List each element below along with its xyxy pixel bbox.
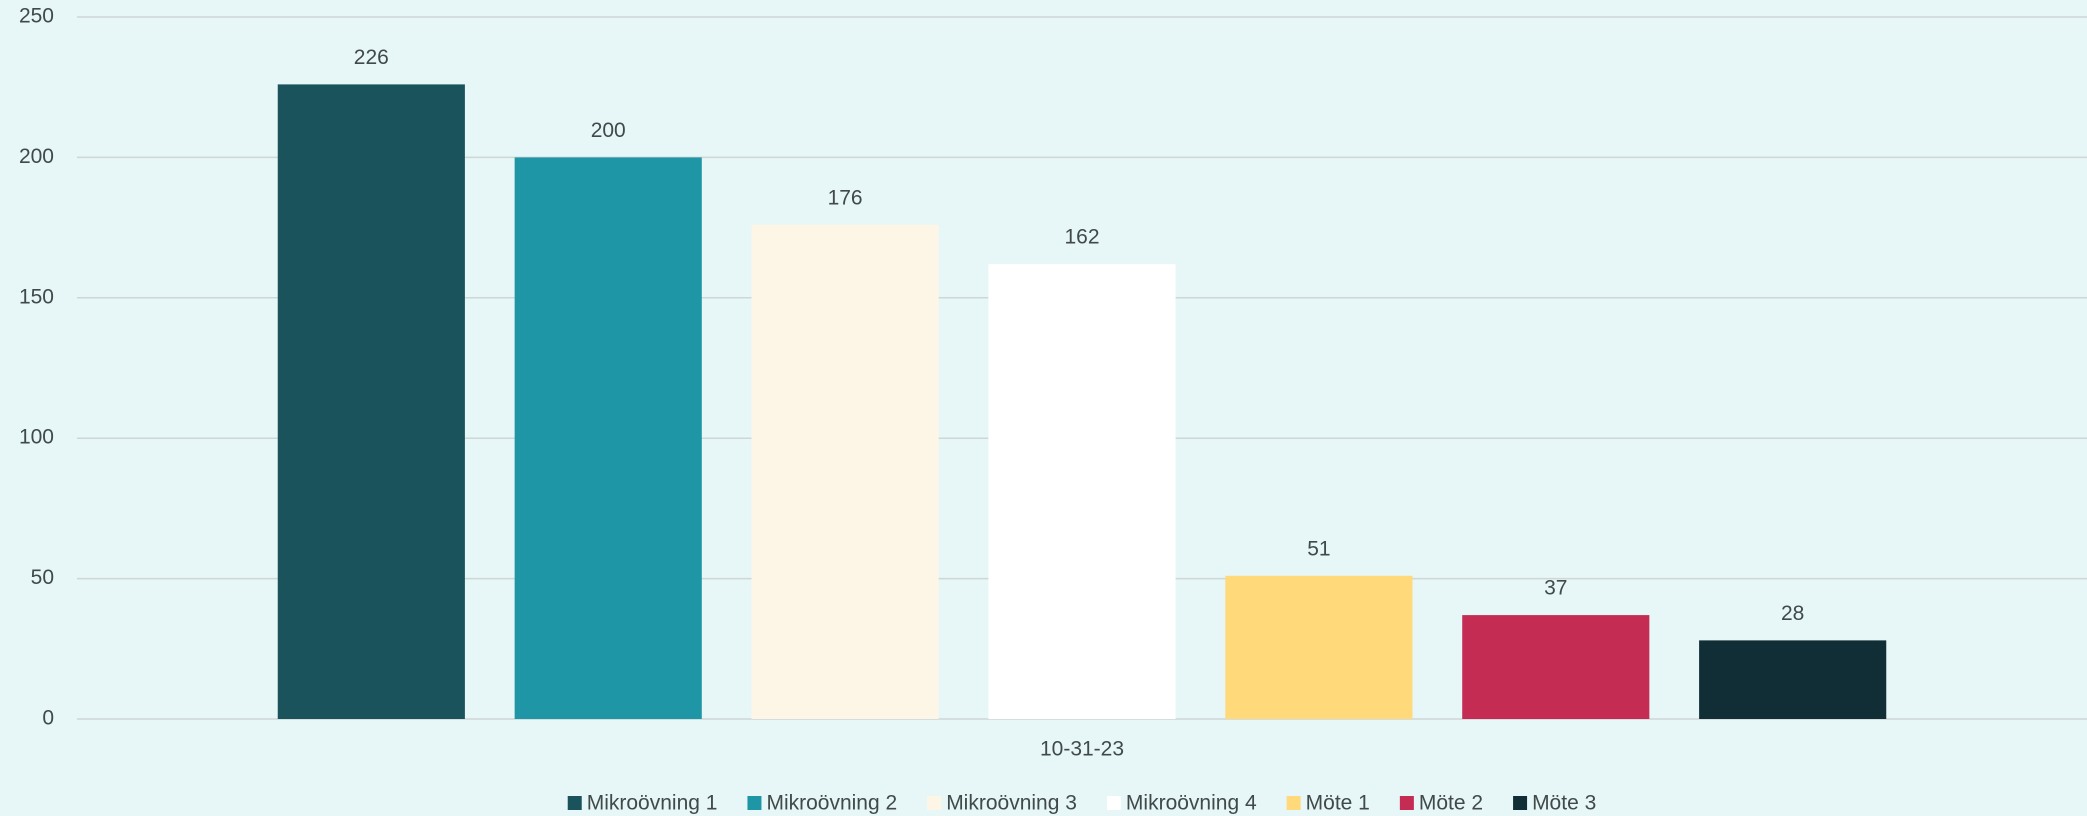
legend-label: Möte 2 <box>1419 792 1483 815</box>
bar <box>1699 640 1887 719</box>
legend-swatch <box>1106 796 1121 810</box>
data-label: 176 <box>828 186 863 209</box>
bar <box>1225 575 1413 719</box>
legend-swatch <box>927 796 942 810</box>
legend-swatch <box>1399 796 1414 810</box>
y-tick-label: 150 <box>19 285 54 308</box>
legend-swatch <box>1286 796 1301 810</box>
bar <box>988 264 1176 719</box>
y-tick-label: 200 <box>19 145 54 168</box>
legend-label: Mikroövning 2 <box>766 792 897 815</box>
y-tick-label: 100 <box>19 426 54 449</box>
legend-label: Mikroövning 3 <box>946 792 1077 815</box>
legend-swatch <box>567 796 582 810</box>
data-label: 28 <box>1781 602 1804 625</box>
data-label: 37 <box>1544 577 1567 600</box>
data-label: 162 <box>1064 226 1099 249</box>
y-tick-label: 0 <box>42 707 54 730</box>
data-label: 226 <box>354 46 389 69</box>
x-tick-label: 10-31-23 <box>1040 738 1124 761</box>
legend-label: Möte 3 <box>1532 792 1596 815</box>
bar <box>277 84 465 720</box>
data-label: 200 <box>591 119 626 142</box>
legend-label: Möte 1 <box>1306 792 1370 815</box>
y-tick-label: 250 <box>19 5 54 28</box>
y-tick-label: 50 <box>31 566 54 589</box>
bar <box>751 224 939 720</box>
legend-label: Mikroövning 1 <box>587 792 718 815</box>
bar <box>514 157 702 719</box>
legend-swatch <box>1513 796 1528 810</box>
bar <box>1462 615 1650 719</box>
legend-swatch <box>747 796 762 810</box>
data-label: 51 <box>1307 537 1330 560</box>
legend-label: Mikroövning 4 <box>1126 792 1257 815</box>
